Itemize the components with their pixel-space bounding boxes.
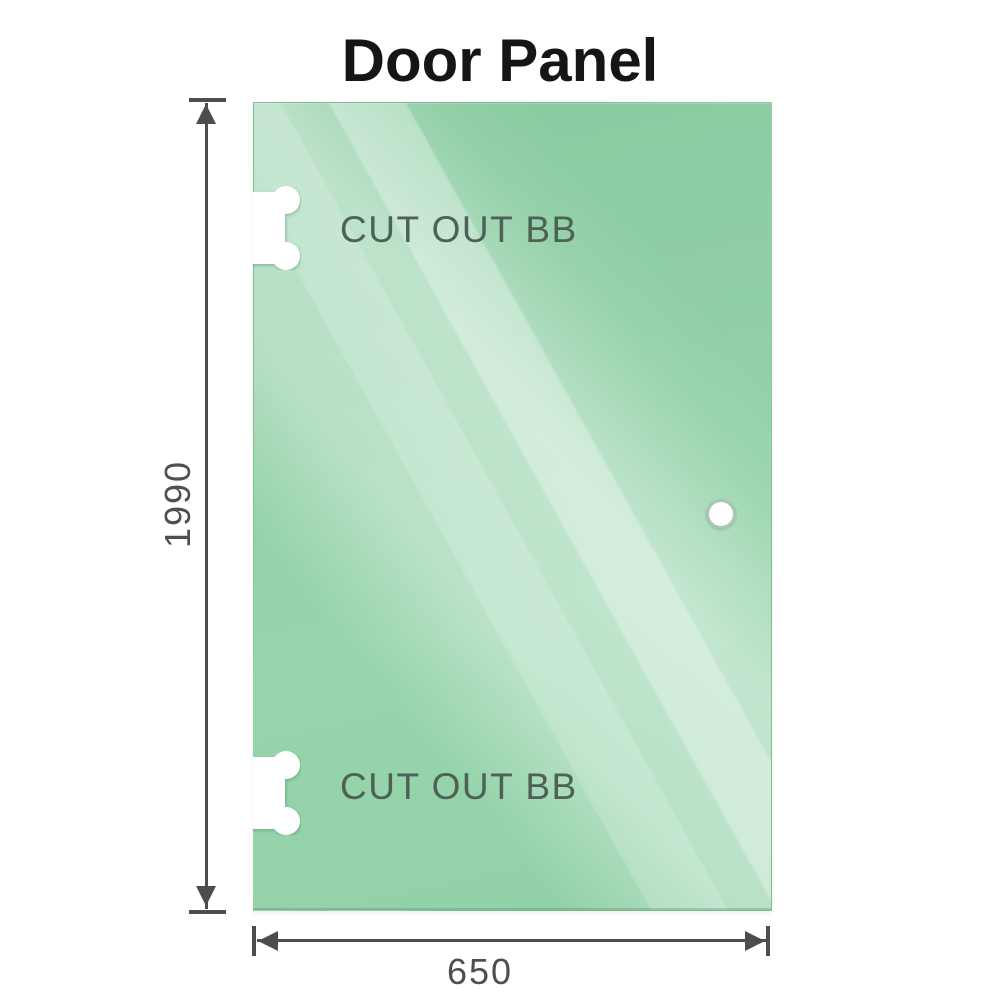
page-title: Door Panel — [341, 27, 659, 94]
cutout-label-top: CUT OUT BB — [340, 209, 578, 250]
arrow-right-icon — [745, 931, 765, 951]
hinge-cutout-bottom-icon — [253, 751, 300, 835]
handle-hole — [706, 499, 736, 529]
width-dimension-value: 650 — [446, 951, 514, 992]
arrow-up-icon — [196, 104, 216, 124]
width-dimension-right-tick — [766, 926, 770, 956]
arrow-left-icon — [258, 931, 278, 951]
height-dimension-bottom-tick — [189, 910, 226, 914]
height-dimension-value: 1990 — [157, 459, 198, 549]
height-dimension-line — [205, 103, 208, 909]
width-dimension-line — [257, 939, 766, 942]
width-dimension-left-tick — [252, 926, 256, 956]
cutout-label-bottom: CUT OUT BB — [340, 766, 578, 807]
hinge-cutout-top-icon — [253, 186, 300, 270]
arrow-down-icon — [196, 886, 216, 906]
height-dimension-top-tick — [189, 98, 226, 102]
glass-panel: CUT OUT BB CUT OUT BB — [253, 102, 772, 911]
